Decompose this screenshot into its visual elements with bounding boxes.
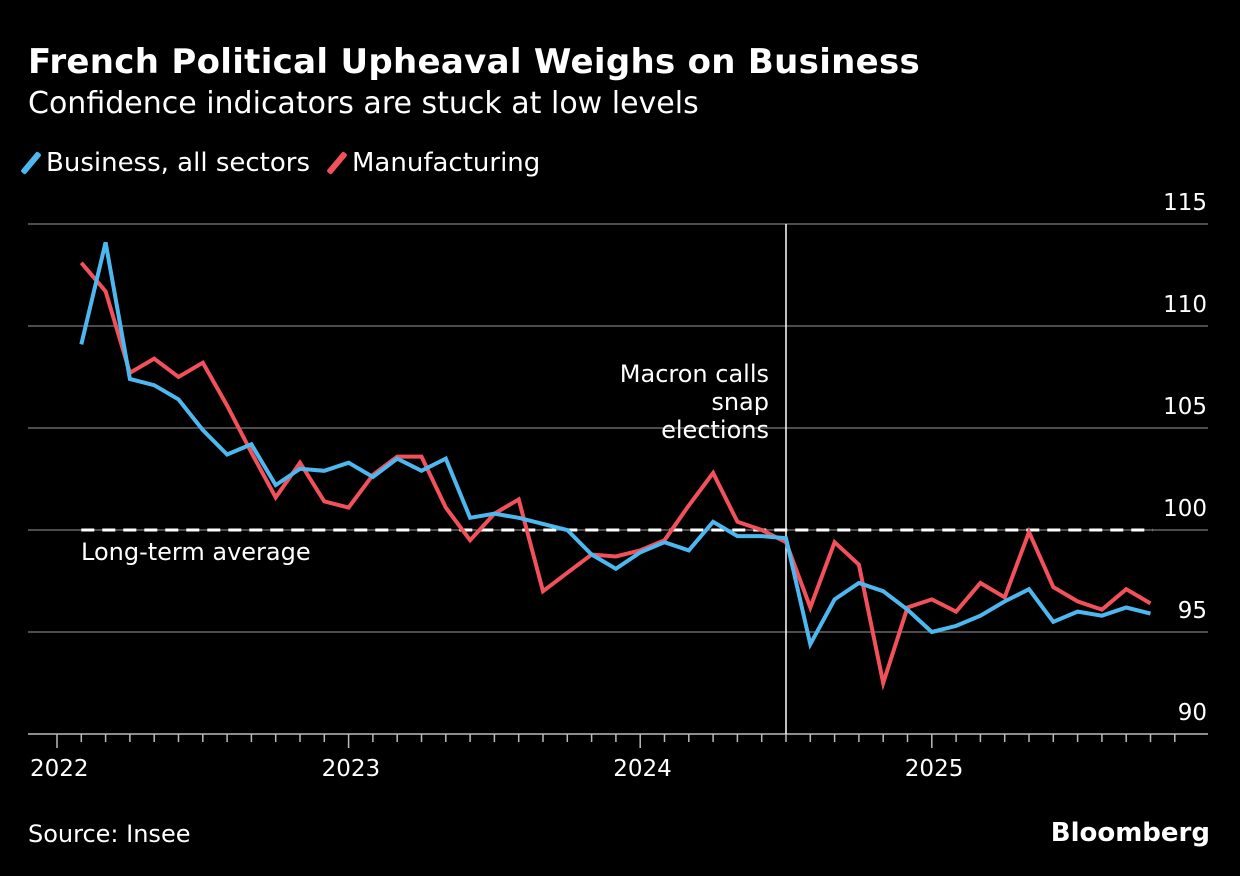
event-annotation-line: Macron calls bbox=[620, 360, 769, 388]
event-annotation-line: elections bbox=[661, 416, 769, 444]
legend: Business, all sectors Manufacturing bbox=[20, 148, 541, 178]
y-tick-label: 95 bbox=[1178, 598, 1207, 624]
source-note: Source: Insee bbox=[28, 820, 191, 848]
bloomberg-logo: Bloomberg bbox=[1050, 818, 1210, 848]
x-tick-label: 2024 bbox=[613, 756, 672, 782]
x-tick-label: 2022 bbox=[30, 756, 89, 782]
chart-title: French Political Upheaval Weighs on Busi… bbox=[28, 42, 921, 82]
legend-item-business: Business, all sectors bbox=[20, 148, 310, 178]
series-line-business-all-sectors bbox=[79, 241, 1151, 650]
chart-subtitle: Confidence indicators are stuck at low l… bbox=[28, 86, 699, 121]
legend-label-business: Business, all sectors bbox=[46, 148, 310, 178]
y-tick-label: 105 bbox=[1163, 394, 1207, 420]
y-tick-label: 90 bbox=[1178, 700, 1207, 726]
event-annotation-line: snap bbox=[711, 388, 769, 416]
y-tick-label: 100 bbox=[1163, 496, 1207, 522]
series-line-manufacturing bbox=[79, 261, 1152, 691]
legend-item-manufacturing: Manufacturing bbox=[326, 148, 541, 178]
x-tick-label: 2025 bbox=[905, 756, 964, 782]
x-tick-label: 2023 bbox=[322, 756, 381, 782]
y-tick-label: 110 bbox=[1163, 292, 1207, 318]
legend-label-manufacturing: Manufacturing bbox=[352, 148, 541, 178]
long-term-average-label: Long-term average bbox=[81, 538, 311, 566]
y-tick-label: 115 bbox=[1163, 190, 1207, 216]
